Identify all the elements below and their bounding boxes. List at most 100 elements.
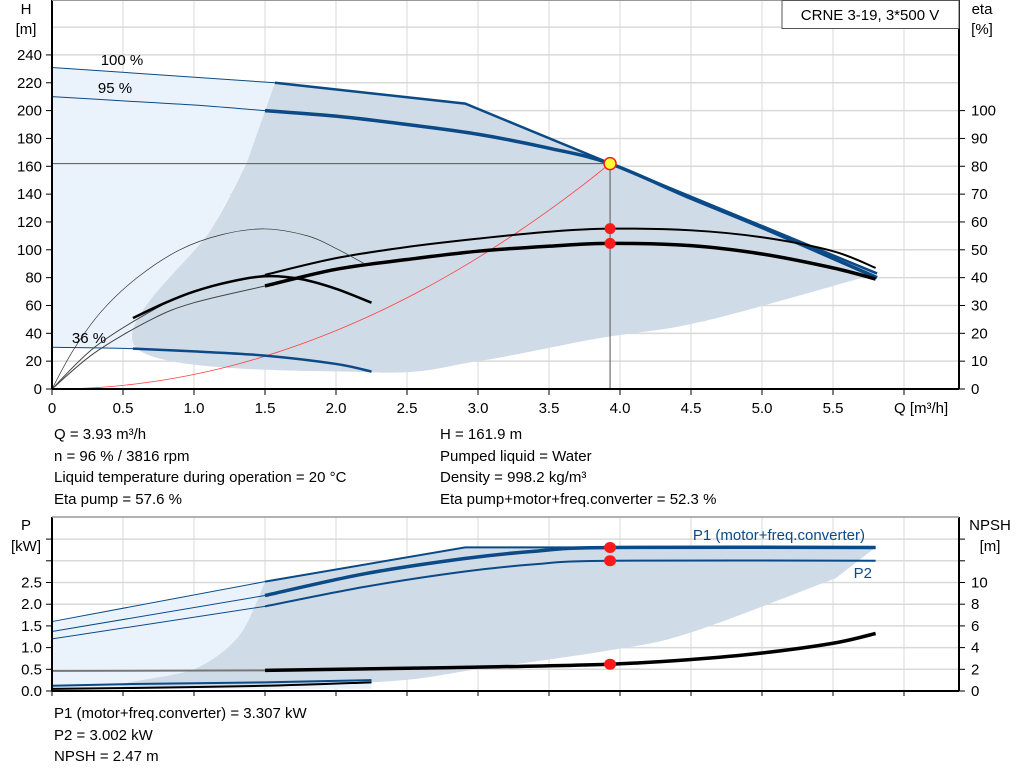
y2-tick-label: 6 (971, 618, 979, 635)
head-readout: H = 161.9 m (440, 426, 523, 443)
y2-tick-label: 2 (971, 661, 979, 678)
curve-36-percent (132, 347, 372, 373)
y-tick-label: 140 (17, 186, 42, 203)
eta-total-curve-thin (51, 285, 266, 390)
p2-marker (604, 555, 617, 567)
p1-series-label: P1 (motor+freq.converter) (693, 527, 865, 544)
x-tick-label: 2.0 (326, 400, 347, 417)
y-tick-label: 0.0 (21, 683, 42, 700)
eta-pump-curve (264, 227, 876, 276)
y2-tick-label: 70 (971, 186, 988, 203)
p1-curve (264, 545, 876, 598)
p1-curve-thin (51, 595, 266, 633)
p2-curve (264, 559, 876, 608)
y2-tick-label: 0 (971, 381, 979, 398)
eta-pump-marker (604, 223, 616, 235)
model-title-box (781, 0, 960, 29)
speed-label-36: 36 % (72, 330, 106, 347)
x-tick-label: 0 (48, 400, 56, 417)
density-readout: Density = 998.2 kg/m³ (440, 469, 587, 486)
system-curve (51, 163, 611, 390)
y-tick-label: 1.0 (21, 640, 42, 657)
y2-tick-label: 60 (971, 214, 988, 231)
y-tick-label: 200 (17, 103, 42, 120)
curve-95-percent (264, 108, 878, 280)
y2-tick-label: 50 (971, 242, 988, 259)
x-tick-label: 0.5 (113, 400, 134, 417)
duty-point-marker (603, 156, 617, 171)
y-tick-label: 80 (25, 270, 42, 287)
eta-total-curve (264, 241, 877, 288)
y-tick-label: 20 (25, 353, 42, 370)
y-tick-label: 180 (17, 130, 42, 147)
y2-axis-label-unit: [%] (971, 21, 993, 38)
npsh-readout: NPSH = 2.47 m (54, 748, 159, 765)
y-tick-label: 220 (17, 75, 42, 92)
y2-tick-label: 10 (971, 353, 988, 370)
y-tick-label: 120 (17, 214, 42, 231)
model-title: CRNE 3-19, 3*500 V (801, 7, 939, 24)
y2-tick-label: 8 (971, 596, 979, 613)
flow-readout: Q = 3.93 m³/h (54, 426, 147, 443)
y2-tick-label: 100 (971, 103, 996, 120)
p2-series-label: P2 (854, 565, 872, 582)
y2-axis-label-npsh: NPSH (969, 517, 1011, 534)
y-axis-label-unit: [kW] (11, 538, 41, 555)
y-tick-label: 40 (25, 325, 42, 342)
x-tick-label: 5.5 (823, 400, 844, 417)
npsh-curve-thin (51, 669, 266, 672)
y-axis-label-h: H (21, 1, 32, 18)
y2-tick-label: 0 (971, 683, 979, 700)
x-tick-label: 4.0 (610, 400, 631, 417)
info-right: H = 161.9 m Pumped liquid = Water Densit… (440, 424, 716, 510)
speed-readout: n = 96 % / 3816 rpm (54, 447, 190, 465)
temperature-readout: Liquid temperature during operation = 20… (54, 469, 347, 486)
y-tick-label: 1.5 (21, 618, 42, 635)
y-tick-label: 2.0 (21, 596, 42, 613)
y2-axis-label-unit: [m] (980, 538, 1001, 555)
eta-pump-readout: Eta pump = 57.6 % (54, 490, 182, 508)
y2-tick-label: 20 (971, 325, 988, 342)
y-tick-label: 100 (17, 242, 42, 259)
x-tick-label: 5.0 (752, 400, 773, 417)
y-tick-label: 160 (17, 158, 42, 175)
y-tick-label: 0 (34, 381, 42, 398)
x-axis-label: Q [m³/h] (894, 400, 948, 417)
y2-tick-label: 4 (971, 640, 979, 657)
y-axis-label-p: P (21, 517, 31, 534)
light-operating-region (52, 67, 275, 349)
y-axis-label-unit: [m] (16, 21, 37, 38)
y-tick-label: 2.5 (21, 575, 42, 592)
gray-power-region (119, 547, 876, 688)
y2-tick-label: 30 (971, 297, 988, 314)
p2-36-percent-curve (51, 681, 372, 690)
x-tick-label: 1.5 (255, 400, 276, 417)
x-tick-label: 3.0 (468, 400, 489, 417)
p1-36-percent-curve (51, 679, 372, 687)
x-tick-label: 3.5 (539, 400, 560, 417)
p1-marker (604, 541, 617, 553)
x-tick-label: 2.5 (397, 400, 418, 417)
p2-readout: P2 = 3.002 kW (54, 726, 153, 744)
eta-total-readout: Eta pump+motor+freq.converter = 52.3 % (440, 490, 717, 508)
y2-tick-label: 10 (971, 575, 988, 592)
y2-tick-label: 80 (971, 158, 988, 175)
p2-curve-thin (51, 605, 266, 640)
y-tick-label: 240 (17, 47, 42, 64)
y-tick-label: 60 (25, 297, 42, 314)
y2-tick-label: 40 (971, 270, 988, 287)
p1-readout: P1 (motor+freq.converter) = 3.307 kW (54, 705, 307, 722)
liquid-readout: Pumped liquid = Water (440, 447, 592, 465)
eta-total-marker (604, 237, 616, 249)
x-tick-label: 1.0 (184, 400, 205, 417)
eta-36-percent-curve (132, 274, 372, 320)
y2-tick-label: 90 (971, 130, 988, 147)
gray-operating-region (132, 82, 878, 373)
npsh-marker (604, 658, 617, 670)
y2-axis-label-eta: eta (972, 1, 994, 18)
speed-label-95: 95 % (98, 80, 132, 97)
speed-label-100: 100 % (101, 52, 144, 69)
info-left: Q = 3.93 m³/h n = 96 % / 3816 rpm Liquid… (54, 424, 346, 510)
x-tick-label: 4.5 (681, 400, 702, 417)
